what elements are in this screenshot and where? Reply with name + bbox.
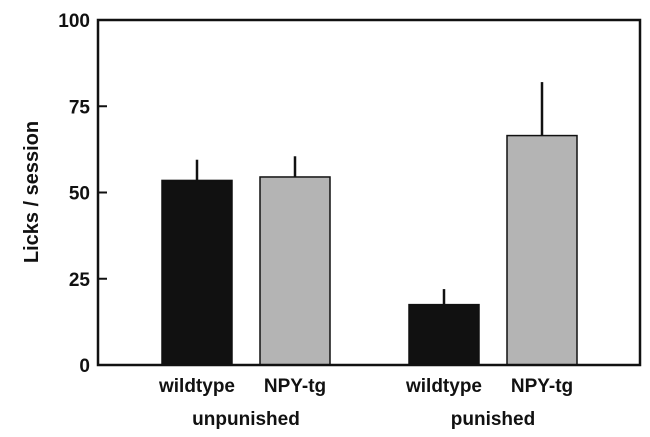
bars-layer bbox=[161, 82, 578, 366]
x-group-label: unpunished bbox=[192, 409, 300, 430]
label-layer: 0 25 50 75 100 wildtype NPY-tg unpunished wildty… bbox=[58, 11, 573, 430]
y-tick-label: 0 bbox=[79, 356, 90, 377]
y-axis-label: Licks / session bbox=[21, 121, 43, 263]
y-tick-label: 25 bbox=[69, 270, 91, 291]
bar-punished-wildtype bbox=[408, 303, 480, 366]
axis-layer bbox=[98, 19, 107, 366]
x-category-label: wildtype bbox=[405, 376, 482, 397]
x-group-label: punished bbox=[451, 409, 535, 430]
x-category-label: NPY-tg bbox=[264, 376, 326, 397]
bar-unpunished-npy-tg bbox=[259, 176, 331, 366]
x-category-label: NPY-tg bbox=[511, 376, 573, 397]
bar-punished-npy-tg bbox=[506, 134, 578, 366]
y-tick-label: 75 bbox=[69, 97, 91, 118]
x-category-label: wildtype bbox=[158, 376, 235, 397]
y-tick-label: 50 bbox=[69, 184, 90, 205]
y-tick-label: 100 bbox=[58, 11, 90, 32]
bar-unpunished-wildtype bbox=[161, 179, 233, 366]
